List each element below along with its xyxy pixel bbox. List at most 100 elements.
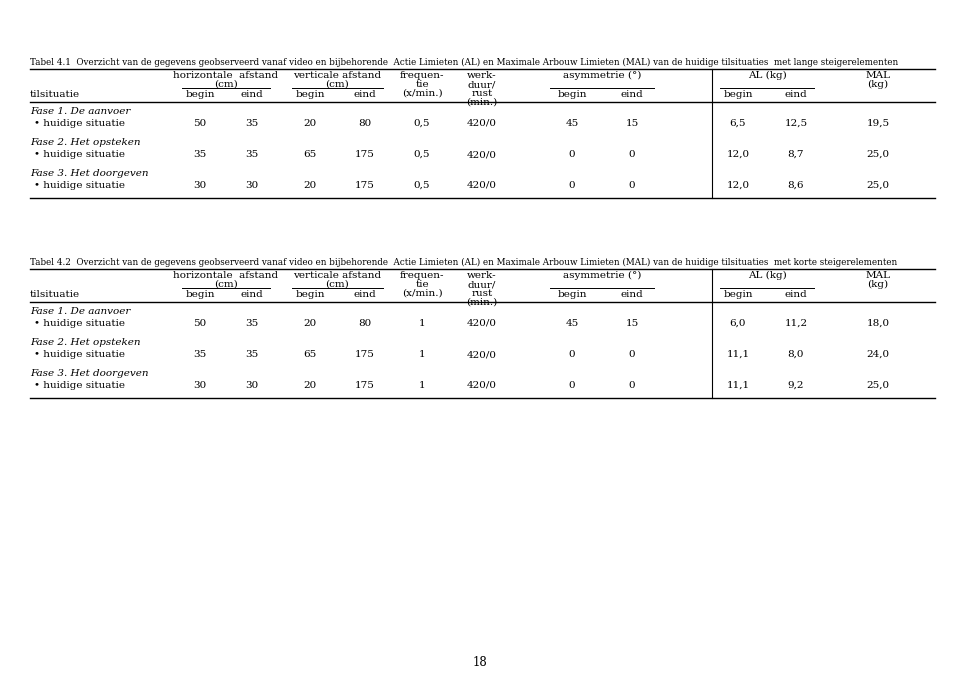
Text: 50: 50 [193, 319, 206, 328]
Text: 0: 0 [629, 150, 636, 159]
Text: (kg): (kg) [868, 280, 889, 289]
Text: werk-: werk- [468, 271, 497, 280]
Text: 175: 175 [355, 350, 375, 359]
Text: (cm): (cm) [214, 280, 238, 289]
Text: tilsituatie: tilsituatie [30, 90, 80, 99]
Text: 35: 35 [193, 350, 206, 359]
Text: (x/min.): (x/min.) [401, 89, 443, 98]
Text: 0,5: 0,5 [414, 119, 430, 128]
Text: tie: tie [415, 280, 429, 289]
Text: 35: 35 [246, 150, 258, 159]
Text: Tabel 4.1  Overzicht van de gegevens geobserveerd vanaf video en bijbehorende  A: Tabel 4.1 Overzicht van de gegevens geob… [30, 58, 899, 67]
Text: (min.): (min.) [467, 98, 497, 107]
Text: 50: 50 [193, 119, 206, 128]
Text: • huidige situatie: • huidige situatie [34, 350, 125, 359]
Text: eind: eind [241, 90, 263, 99]
Text: rust: rust [471, 89, 492, 98]
Text: rust: rust [471, 289, 492, 298]
Text: 15: 15 [625, 119, 638, 128]
Text: 8,7: 8,7 [788, 150, 804, 159]
Text: 25,0: 25,0 [867, 150, 890, 159]
Text: (min.): (min.) [467, 298, 497, 307]
Text: • huidige situatie: • huidige situatie [34, 319, 125, 328]
Text: 30: 30 [193, 181, 206, 190]
Text: begin: begin [296, 290, 324, 299]
Text: 45: 45 [565, 319, 579, 328]
Text: eind: eind [353, 290, 376, 299]
Text: 0: 0 [568, 350, 575, 359]
Text: eind: eind [784, 90, 807, 99]
Text: Fase 1. De aanvoer: Fase 1. De aanvoer [30, 107, 131, 116]
Text: 80: 80 [358, 319, 372, 328]
Text: begin: begin [296, 90, 324, 99]
Text: 11,1: 11,1 [727, 381, 750, 390]
Text: 15: 15 [625, 319, 638, 328]
Text: begin: begin [723, 290, 753, 299]
Text: begin: begin [185, 90, 215, 99]
Text: 80: 80 [358, 119, 372, 128]
Text: (x/min.): (x/min.) [401, 289, 443, 298]
Text: asymmetrie (°): asymmetrie (°) [563, 271, 641, 280]
Text: AL (kg): AL (kg) [748, 271, 786, 280]
Text: 25,0: 25,0 [867, 381, 890, 390]
Text: eind: eind [784, 290, 807, 299]
Text: tilsituatie: tilsituatie [30, 290, 80, 299]
Text: 6,0: 6,0 [730, 319, 746, 328]
Text: 420/0: 420/0 [467, 119, 497, 128]
Text: horizontale  afstand: horizontale afstand [174, 71, 278, 80]
Text: (cm): (cm) [325, 80, 349, 89]
Text: 420/0: 420/0 [467, 181, 497, 190]
Text: 0: 0 [629, 181, 636, 190]
Text: 18: 18 [472, 656, 488, 669]
Text: frequen-: frequen- [399, 271, 444, 280]
Text: 420/0: 420/0 [467, 319, 497, 328]
Text: (cm): (cm) [325, 280, 349, 289]
Text: 175: 175 [355, 181, 375, 190]
Text: 8,6: 8,6 [788, 181, 804, 190]
Text: 12,5: 12,5 [784, 119, 807, 128]
Text: begin: begin [723, 90, 753, 99]
Text: • huidige situatie: • huidige situatie [34, 381, 125, 390]
Text: 1: 1 [419, 319, 425, 328]
Text: MAL: MAL [866, 271, 891, 280]
Text: 20: 20 [303, 119, 317, 128]
Text: 25,0: 25,0 [867, 181, 890, 190]
Text: 420/0: 420/0 [467, 350, 497, 359]
Text: duur/: duur/ [468, 80, 496, 89]
Text: eind: eind [241, 290, 263, 299]
Text: 1: 1 [419, 350, 425, 359]
Text: Fase 1. De aanvoer: Fase 1. De aanvoer [30, 307, 131, 316]
Text: 24,0: 24,0 [867, 350, 890, 359]
Text: 0: 0 [568, 381, 575, 390]
Text: 35: 35 [246, 319, 258, 328]
Text: 9,2: 9,2 [788, 381, 804, 390]
Text: AL (kg): AL (kg) [748, 71, 786, 80]
Text: 30: 30 [246, 181, 258, 190]
Text: Fase 3. Het doorgeven: Fase 3. Het doorgeven [30, 369, 149, 378]
Text: begin: begin [557, 290, 587, 299]
Text: • huidige situatie: • huidige situatie [34, 119, 125, 128]
Text: 30: 30 [193, 381, 206, 390]
Text: 420/0: 420/0 [467, 150, 497, 159]
Text: 1: 1 [419, 381, 425, 390]
Text: 35: 35 [193, 150, 206, 159]
Text: verticale afstand: verticale afstand [294, 271, 381, 280]
Text: verticale afstand: verticale afstand [294, 71, 381, 80]
Text: 6,5: 6,5 [730, 119, 746, 128]
Text: 0,5: 0,5 [414, 181, 430, 190]
Text: 20: 20 [303, 181, 317, 190]
Text: • huidige situatie: • huidige situatie [34, 150, 125, 159]
Text: 0: 0 [629, 381, 636, 390]
Text: asymmetrie (°): asymmetrie (°) [563, 71, 641, 80]
Text: 0: 0 [629, 350, 636, 359]
Text: 35: 35 [246, 119, 258, 128]
Text: 11,1: 11,1 [727, 350, 750, 359]
Text: 0: 0 [568, 181, 575, 190]
Text: begin: begin [185, 290, 215, 299]
Text: 20: 20 [303, 319, 317, 328]
Text: 420/0: 420/0 [467, 381, 497, 390]
Text: 8,0: 8,0 [788, 350, 804, 359]
Text: 12,0: 12,0 [727, 181, 750, 190]
Text: tie: tie [415, 80, 429, 89]
Text: 45: 45 [565, 119, 579, 128]
